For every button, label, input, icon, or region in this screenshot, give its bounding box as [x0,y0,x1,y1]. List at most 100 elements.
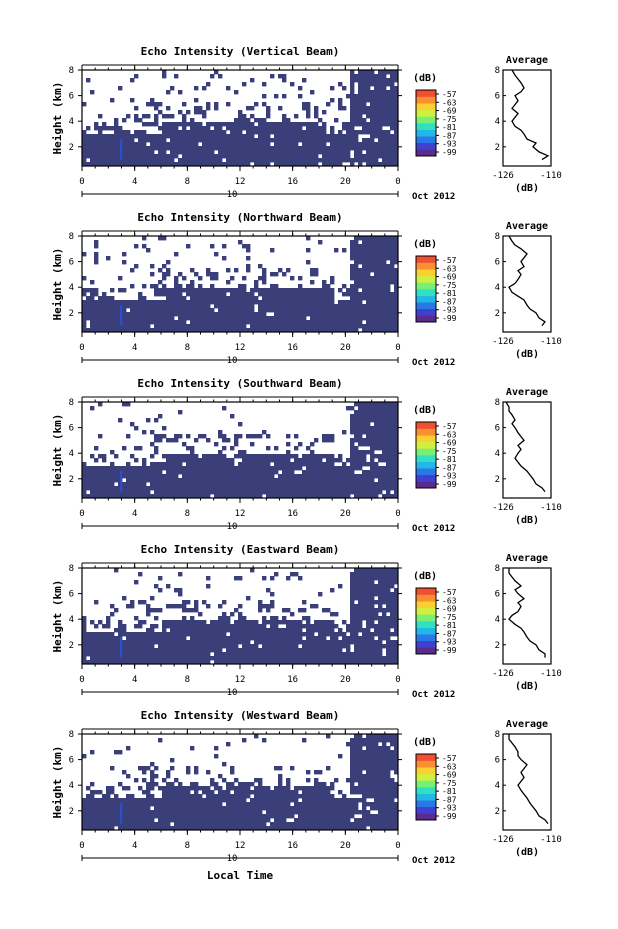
heatmap-cell [238,454,243,459]
heatmap-cell [266,288,271,293]
heatmap-cell [154,782,159,787]
heatmap-cell [382,766,387,771]
y-axis-label: Height (km) [51,414,64,487]
heatmap-cell [170,328,175,333]
heatmap-cell [378,636,383,641]
heatmap-cell [278,620,283,625]
heatmap-cell [382,280,387,285]
heatmap-cell [290,320,295,325]
colorbar-tick-label: -81 [442,455,457,464]
heatmap-cell [158,268,163,273]
heatmap-cell [234,126,239,131]
heatmap-cell [246,466,251,471]
heatmap-cell [274,766,279,771]
heatmap-cell [286,640,291,645]
heatmap-cell [130,648,135,653]
heatmap-cell [198,328,203,333]
heatmap [82,70,399,167]
heatmap-cell [394,450,399,455]
heatmap-cell [366,288,371,293]
heatmap-cell [182,478,187,483]
heatmap-cell [110,660,115,665]
heatmap-cell [274,296,279,301]
heatmap-cell [330,644,335,649]
heatmap-cell [230,652,235,657]
heatmap-cell [286,620,291,625]
heatmap-cell [390,474,395,479]
heatmap-cell [234,158,239,163]
heatmap-cell [374,644,379,649]
heatmap-cell [374,490,379,495]
heatmap-cell [130,150,135,155]
heatmap-cell [314,604,319,609]
heatmap-cell [130,636,135,641]
heatmap-cell [362,568,367,573]
heatmap-cell [378,138,383,143]
heatmap-cell [290,478,295,483]
heatmap-cell [318,126,323,131]
heatmap-cell [298,328,303,333]
heatmap-cell [262,150,267,155]
heatmap-cell [370,450,375,455]
heatmap-cell [298,786,303,791]
heatmap-cell [394,410,399,415]
heatmap-cell [110,98,115,103]
heatmap-cell [302,608,307,613]
heatmap-cell [354,766,359,771]
heatmap-cell [158,146,163,151]
heatmap-cell [106,138,111,143]
heatmap-cell [346,308,351,313]
heatmap-cell [206,308,211,313]
heatmap-cell [150,308,155,313]
heatmap-cell [154,656,159,661]
heatmap-cell [218,150,223,155]
heatmap-cell [106,636,111,641]
heatmap-cell [278,778,283,783]
heatmap-cell [150,134,155,139]
heatmap-cell [370,778,375,783]
heatmap-cell [354,754,359,759]
heatmap-cell [274,470,279,475]
heatmap-cell [366,256,371,261]
heatmap-cell [134,446,139,451]
heatmap-cell [154,106,159,111]
heatmap-cell [170,324,175,329]
heatmap-cell [190,466,195,471]
heatmap-cell [350,750,355,755]
heatmap-cell [358,74,363,79]
heatmap-cell [254,636,259,641]
heatmap-cell [346,122,351,127]
heatmap-cell [390,122,395,127]
heatmap-cell [258,312,263,317]
heatmap-cell [206,288,211,293]
heatmap-cell [214,636,219,641]
heatmap-cell [374,154,379,159]
heatmap-cell [110,636,115,641]
heatmap-cell [382,138,387,143]
heatmap-cell [174,438,179,443]
heatmap-cell [170,620,175,625]
heatmap-cell [330,482,335,487]
heatmap-cell [382,118,387,123]
heatmap-cell [166,640,171,645]
y-axis-label: Height (km) [51,82,64,155]
heatmap-cell [150,462,155,467]
heatmap-cell [330,138,335,143]
heatmap-cell [314,640,319,645]
heatmap-cell [154,284,159,289]
heatmap-cell [258,264,263,269]
heatmap-cell [114,146,119,151]
heatmap-cell [146,656,151,661]
heatmap-cell [162,778,167,783]
heatmap-cell [230,648,235,653]
heatmap-cell [90,782,95,787]
heatmap-cell [366,482,371,487]
heatmap-cell [302,134,307,139]
day-label: 10 [227,190,238,200]
heatmap-cell [378,580,383,585]
heatmap-cell [338,162,343,167]
heatmap-cell [134,304,139,309]
heatmap-cell [350,70,355,75]
heatmap-cell [226,154,231,159]
heatmap-cell [374,770,379,775]
